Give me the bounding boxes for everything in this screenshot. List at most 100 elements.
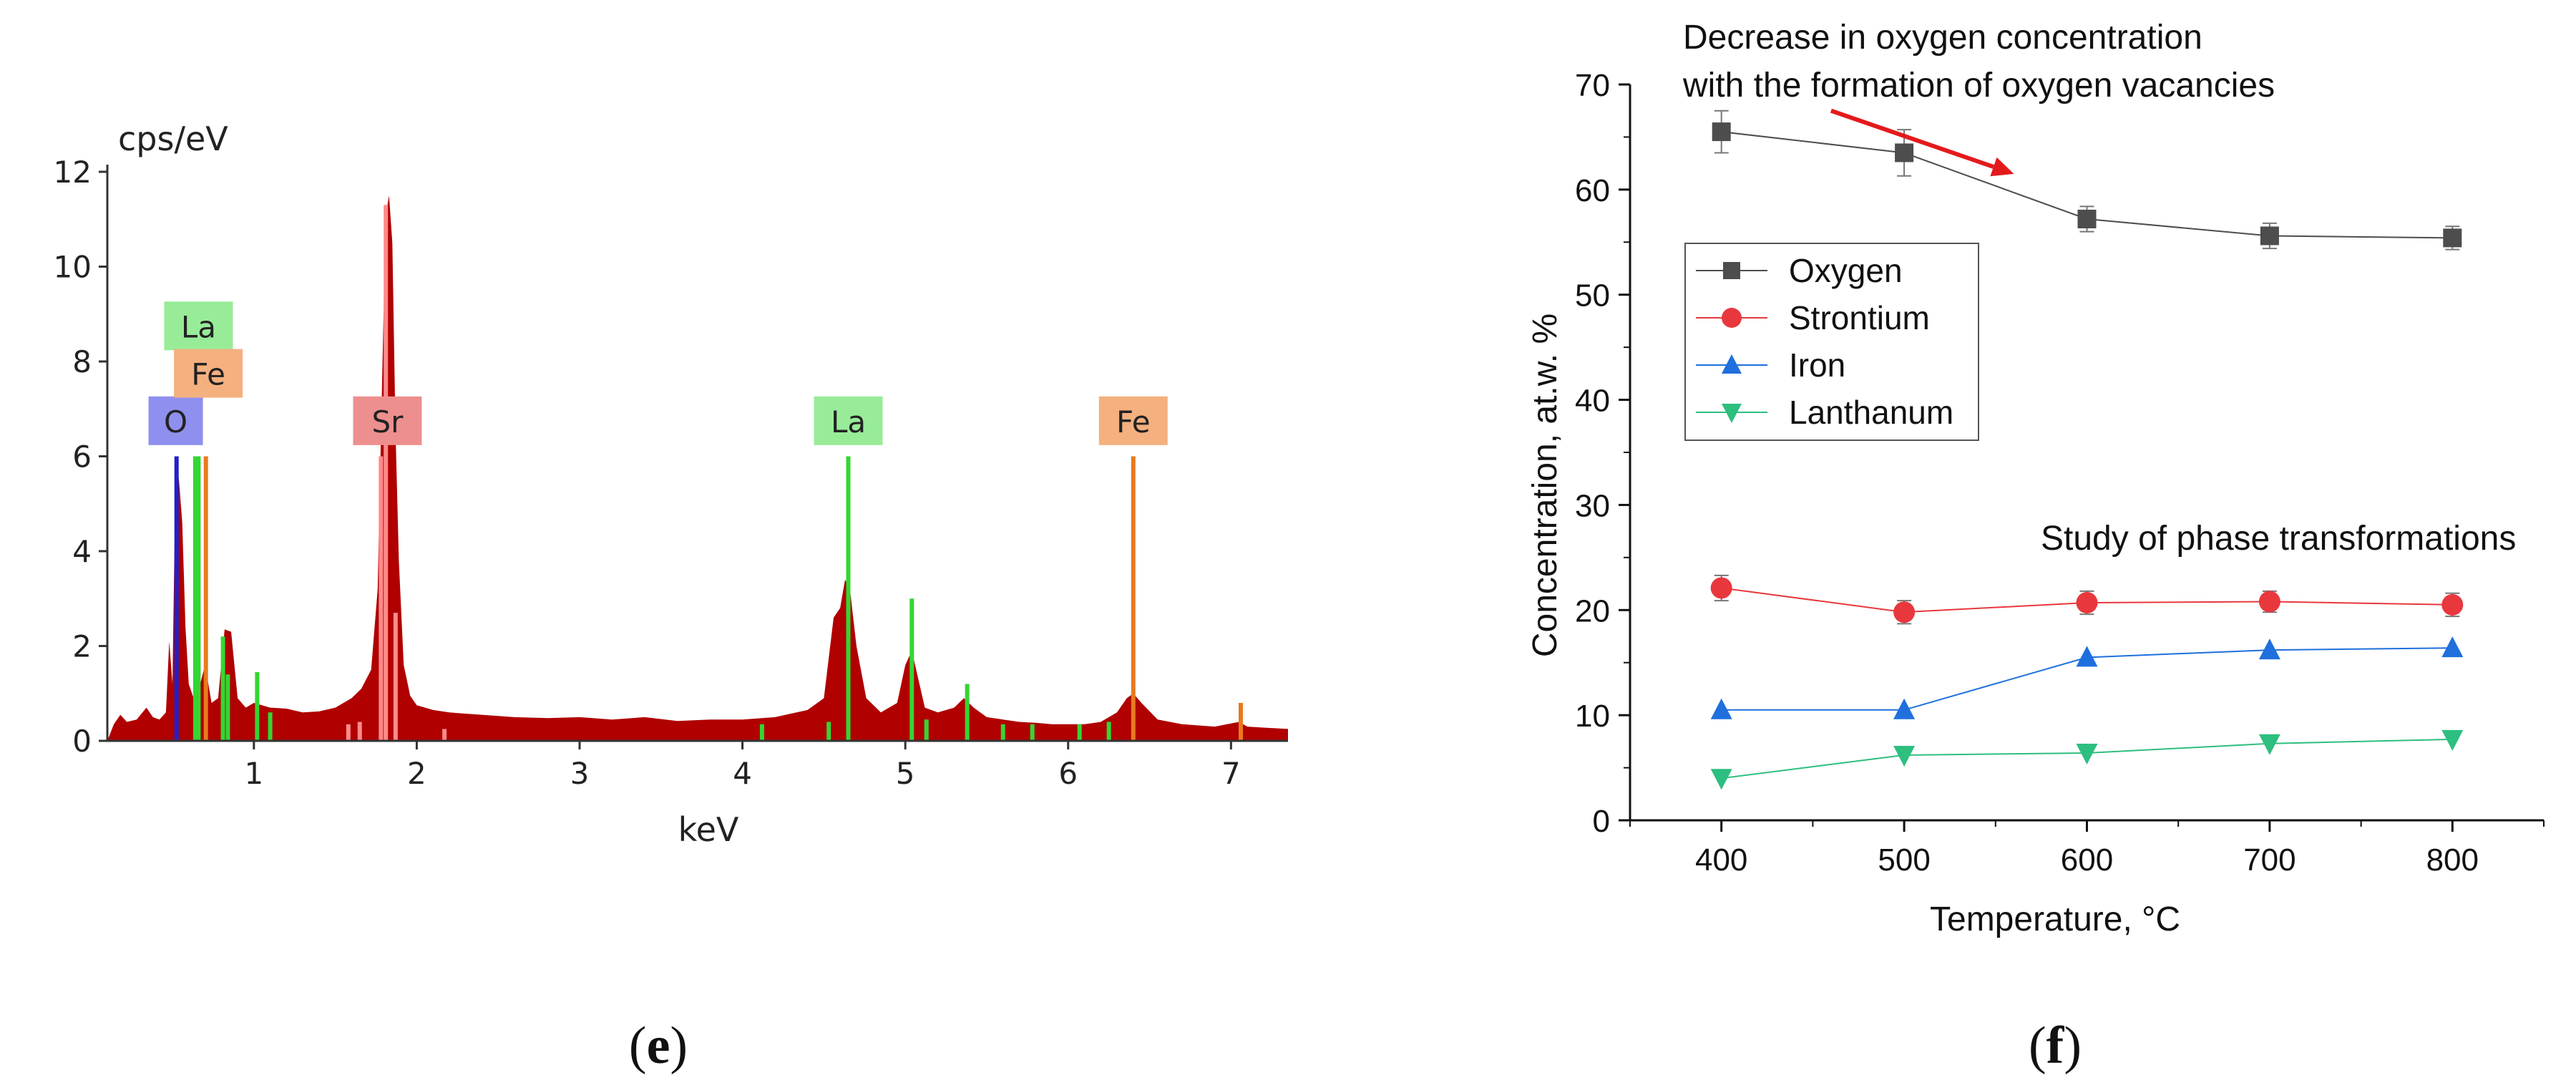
- eds-label-sr: Sr: [353, 396, 422, 445]
- data-point-strontium: [2258, 591, 2280, 613]
- data-point-iron: [2076, 646, 2098, 667]
- eds-label-text: La: [831, 404, 866, 439]
- concentration-y-ticks: 0 10 20 30 40 50 60 70: [1575, 68, 1630, 839]
- eds-label-text: Fe: [1116, 404, 1151, 439]
- panel-caption-e: (e): [629, 1016, 688, 1075]
- legend-marker: [1723, 262, 1740, 279]
- eds-label-la: La: [814, 396, 883, 445]
- data-point-strontium: [1893, 601, 1916, 623]
- legend-items: Oxygen Strontium Iron Lanthanum: [1696, 252, 1953, 431]
- legend-marker: [1722, 404, 1742, 423]
- data-point-oxygen: [1895, 143, 1914, 162]
- panel-caption-f: (f): [2029, 1016, 2082, 1075]
- concentration-x-tick-label: 400: [1695, 842, 1747, 878]
- data-point-oxygen: [2077, 209, 2097, 228]
- eds-label-text: La: [181, 309, 216, 344]
- concentration-x-tick-label: 600: [2061, 842, 2113, 878]
- legend-label: Oxygen: [1789, 252, 1903, 289]
- eds-x-tick-label: 7: [1221, 756, 1241, 791]
- oxygen-decrease-arrow: [1830, 108, 2014, 177]
- series-iron: [1710, 636, 2464, 719]
- eds-x-tick-label: 2: [407, 756, 426, 791]
- eds-label-text: Sr: [371, 404, 404, 439]
- concentration-chart: 0 10 20 30 40 50 60 70 400 500 600 700 800 Temperat…: [1526, 19, 2545, 938]
- eds-y-tick-label: 10: [54, 250, 92, 285]
- eds-label-box: [174, 349, 243, 398]
- concentration-y-tick-label: 70: [1575, 68, 1610, 103]
- data-point-iron: [2441, 636, 2464, 658]
- data-point-iron: [1893, 698, 1916, 719]
- concentration-y-tick-label: 0: [1593, 804, 1610, 839]
- legend-item-strontium: Strontium: [1696, 299, 1930, 336]
- eds-x-tick-label: 4: [733, 756, 752, 791]
- concentration-x-ticks: 400 500 600 700 800: [1629, 820, 2545, 878]
- series-oxygen: [1712, 110, 2462, 251]
- eds-x-axis-label: keV: [678, 810, 739, 849]
- legend-label: Iron: [1789, 346, 1845, 384]
- annotation-oxygen-decrease-line1: Decrease in oxygen concentration: [1683, 19, 2202, 57]
- legend-item-iron: Iron: [1696, 346, 1845, 384]
- data-point-lanthanum: [2258, 734, 2280, 755]
- eds-y-tick-label: 0: [72, 724, 92, 759]
- eds-element-labels: O La Fe Sr La Fe: [148, 301, 1168, 445]
- eds-label-box: [148, 396, 203, 445]
- eds-x-tick-label: 1: [244, 756, 263, 791]
- eds-label-la: La: [164, 301, 233, 351]
- eds-y-tick-label: 2: [72, 629, 92, 664]
- data-point-oxygen: [1712, 122, 1731, 142]
- concentration-x-tick-label: 800: [2426, 842, 2479, 878]
- eds-label-text: O: [164, 404, 187, 439]
- concentration-y-tick-label: 10: [1575, 699, 1610, 734]
- data-point-oxygen: [2260, 226, 2279, 246]
- eds-x-tick-label: 3: [570, 756, 590, 791]
- eds-y-tick-label: 6: [72, 439, 92, 475]
- eds-element-lines: [174, 205, 1243, 741]
- eds-label-fe: Fe: [174, 349, 243, 398]
- arrow-shaft: [1830, 108, 1994, 169]
- concentration-x-axis-label: Temperature, °C: [1930, 900, 2180, 938]
- data-point-lanthanum: [1710, 769, 1732, 790]
- series-lanthanum: [1710, 729, 2464, 790]
- concentration-y-tick-label: 30: [1575, 488, 1610, 523]
- eds-axes: [106, 165, 1288, 742]
- eds-label-box: [353, 396, 422, 445]
- concentration-x-tick-label: 700: [2243, 842, 2296, 878]
- concentration-y-tick-label: 60: [1575, 173, 1610, 208]
- eds-label-box: [164, 301, 233, 351]
- annotation-oxygen-decrease-line2: with the formation of oxygen vacancies: [1682, 67, 2275, 105]
- legend-marker: [1722, 308, 1742, 328]
- data-point-strontium: [2076, 592, 2098, 614]
- concentration-series: [1710, 110, 2464, 790]
- eds-x-tick-label: 6: [1058, 756, 1078, 791]
- concentration-x-tick-label: 500: [1878, 842, 1930, 878]
- data-point-lanthanum: [1893, 745, 1916, 767]
- data-point-strontium: [1710, 577, 1732, 599]
- concentration-y-axis-label: Concentration, at.w. %: [1526, 314, 1564, 657]
- eds-label-box: [814, 396, 883, 445]
- data-point-iron: [1710, 698, 1732, 719]
- series-strontium: [1710, 574, 2464, 625]
- concentration-y-tick-label: 50: [1575, 278, 1610, 314]
- concentration-y-tick-label: 40: [1575, 384, 1610, 419]
- eds-spectrum-area: [107, 195, 1288, 742]
- legend-item-lanthanum: Lanthanum: [1696, 394, 1953, 431]
- annotation-phase-transformations: Study of phase transformations: [2041, 520, 2516, 558]
- legend-marker: [1722, 354, 1742, 374]
- data-point-lanthanum: [2076, 744, 2098, 765]
- eds-y-ticks: 0 2 4 6 8 10 12: [54, 155, 107, 759]
- data-point-iron: [2258, 638, 2280, 660]
- eds-label-fe: Fe: [1098, 396, 1168, 445]
- data-point-oxygen: [2443, 228, 2462, 248]
- eds-y-tick-label: 4: [72, 534, 92, 569]
- legend-item-oxygen: Oxygen: [1696, 252, 1903, 289]
- eds-label-o: O: [148, 396, 203, 445]
- eds-x-ticks: 1 2 3 4 5 6 7: [244, 741, 1241, 791]
- eds-y-axis-label: cps/eV: [118, 120, 228, 158]
- arrow-head: [1990, 157, 2014, 177]
- concentration-y-tick-label: 20: [1575, 593, 1610, 628]
- legend-label: Lanthanum: [1789, 394, 1953, 431]
- eds-y-tick-label: 8: [72, 344, 92, 379]
- legend-label: Strontium: [1789, 299, 1930, 336]
